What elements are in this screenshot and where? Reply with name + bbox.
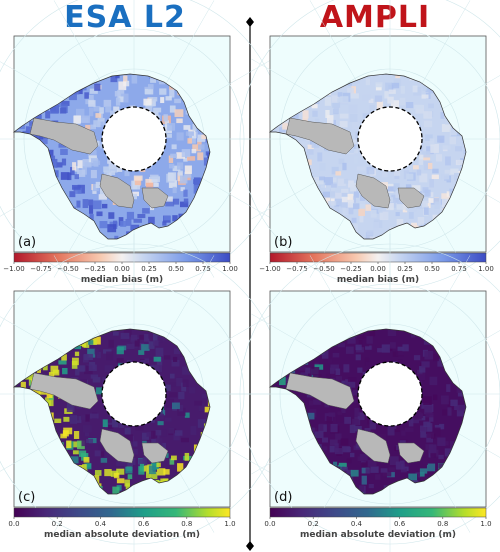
colorbar-label: median bias (m) xyxy=(81,275,163,285)
map-panel-b: (b) −1.00 −0.75 −0.50 −0.25 0.00 0.25 0.50 0.75 1… xyxy=(230,0,500,299)
divider-bottom-diamond xyxy=(246,541,254,551)
colorbar-label: median bias (m) xyxy=(337,275,419,285)
coastline xyxy=(268,73,467,240)
ice-shelf xyxy=(285,117,355,155)
colorbar-tick-label: −0.50 xyxy=(57,265,78,273)
colorbar-tick-label: 0.4 xyxy=(95,520,107,528)
coastline xyxy=(12,73,211,240)
colorbar-tick-label: 1.0 xyxy=(224,520,235,528)
colorbar-tick-label: 0.50 xyxy=(168,265,184,273)
colorbar-tick-label: 0.25 xyxy=(141,265,157,273)
pole-hole xyxy=(357,106,423,172)
pole-hole xyxy=(357,361,423,427)
colorbar-tick-label: −0.50 xyxy=(313,265,334,273)
coastline xyxy=(12,328,211,495)
colorbar-tick-label: 0.2 xyxy=(52,520,63,528)
colorbar xyxy=(13,252,231,263)
map-panel-a: (a) −1.00 −0.75 −0.50 −0.25 0.00 0.25 0.50 0.75 1… xyxy=(0,0,294,299)
ice-shelf xyxy=(29,372,99,410)
colorbar-tick-label: −0.75 xyxy=(286,265,307,273)
ice-shelf xyxy=(99,428,135,464)
map-panel-d: (d) 0.0 0.2 0.4 0.6 0.8 1.0 median absolute dev… xyxy=(230,234,500,552)
colorbar xyxy=(269,507,487,518)
colorbar-tick-label: −0.25 xyxy=(84,265,105,273)
ice-shelf xyxy=(141,187,169,209)
ice-shelf xyxy=(99,173,135,209)
pole-hole xyxy=(101,106,167,172)
colorbar-tick-label: 0.0 xyxy=(264,520,275,528)
colorbar-tick-label: 1.00 xyxy=(478,265,494,273)
colorbar-tick-label: 0.75 xyxy=(195,265,211,273)
colorbar-tick-label: −1.00 xyxy=(3,265,24,273)
ice-shelf xyxy=(29,117,99,155)
colorbar-tick-label: −0.25 xyxy=(340,265,361,273)
panel-label: (a) xyxy=(18,235,36,250)
ice-shelf xyxy=(397,187,425,209)
colorbar-tick-label: −0.75 xyxy=(30,265,51,273)
colorbar-tick-label: 0.25 xyxy=(397,265,413,273)
colorbar-tick-label: 0.6 xyxy=(394,520,406,528)
ice-shelf xyxy=(355,428,391,464)
column-title-ampli: AMPLI xyxy=(319,0,431,35)
colorbar-tick-label: 0.00 xyxy=(114,265,130,273)
colorbar-label: median absolute deviation (m) xyxy=(300,530,456,540)
ice-shelf xyxy=(285,372,355,410)
colorbar-tick-label: 0.8 xyxy=(437,520,448,528)
ice-shelf xyxy=(141,442,169,464)
ice-shelf xyxy=(355,173,391,209)
panel-label: (c) xyxy=(18,490,35,505)
ice-shelf xyxy=(397,442,425,464)
colorbar-tick-label: −1.00 xyxy=(259,265,280,273)
colorbar-tick-label: 0.50 xyxy=(424,265,440,273)
colorbar-tick-label: 1.0 xyxy=(480,520,491,528)
colorbar xyxy=(269,252,487,263)
colorbar-tick-label: 0.4 xyxy=(351,520,363,528)
panel-label: (b) xyxy=(274,235,292,250)
map-panel-c: (c) 0.0 0.2 0.4 0.6 0.8 1.0 median absolute dev… xyxy=(0,234,294,552)
colorbar-tick-label: 1.00 xyxy=(222,265,238,273)
colorbar-label: median absolute deviation (m) xyxy=(44,530,200,540)
divider-top-diamond xyxy=(246,17,254,27)
colorbar-tick-label: 0.6 xyxy=(138,520,150,528)
colorbar-tick-label: 0.75 xyxy=(451,265,467,273)
colorbar-tick-label: 0.00 xyxy=(370,265,386,273)
panel-label: (d) xyxy=(274,490,292,505)
pole-hole xyxy=(101,361,167,427)
coastline xyxy=(268,328,467,495)
colorbar xyxy=(13,507,231,518)
colorbar-tick-label: 0.8 xyxy=(181,520,192,528)
colorbar-tick-label: 0.0 xyxy=(8,520,19,528)
colorbar-tick-label: 0.2 xyxy=(308,520,319,528)
